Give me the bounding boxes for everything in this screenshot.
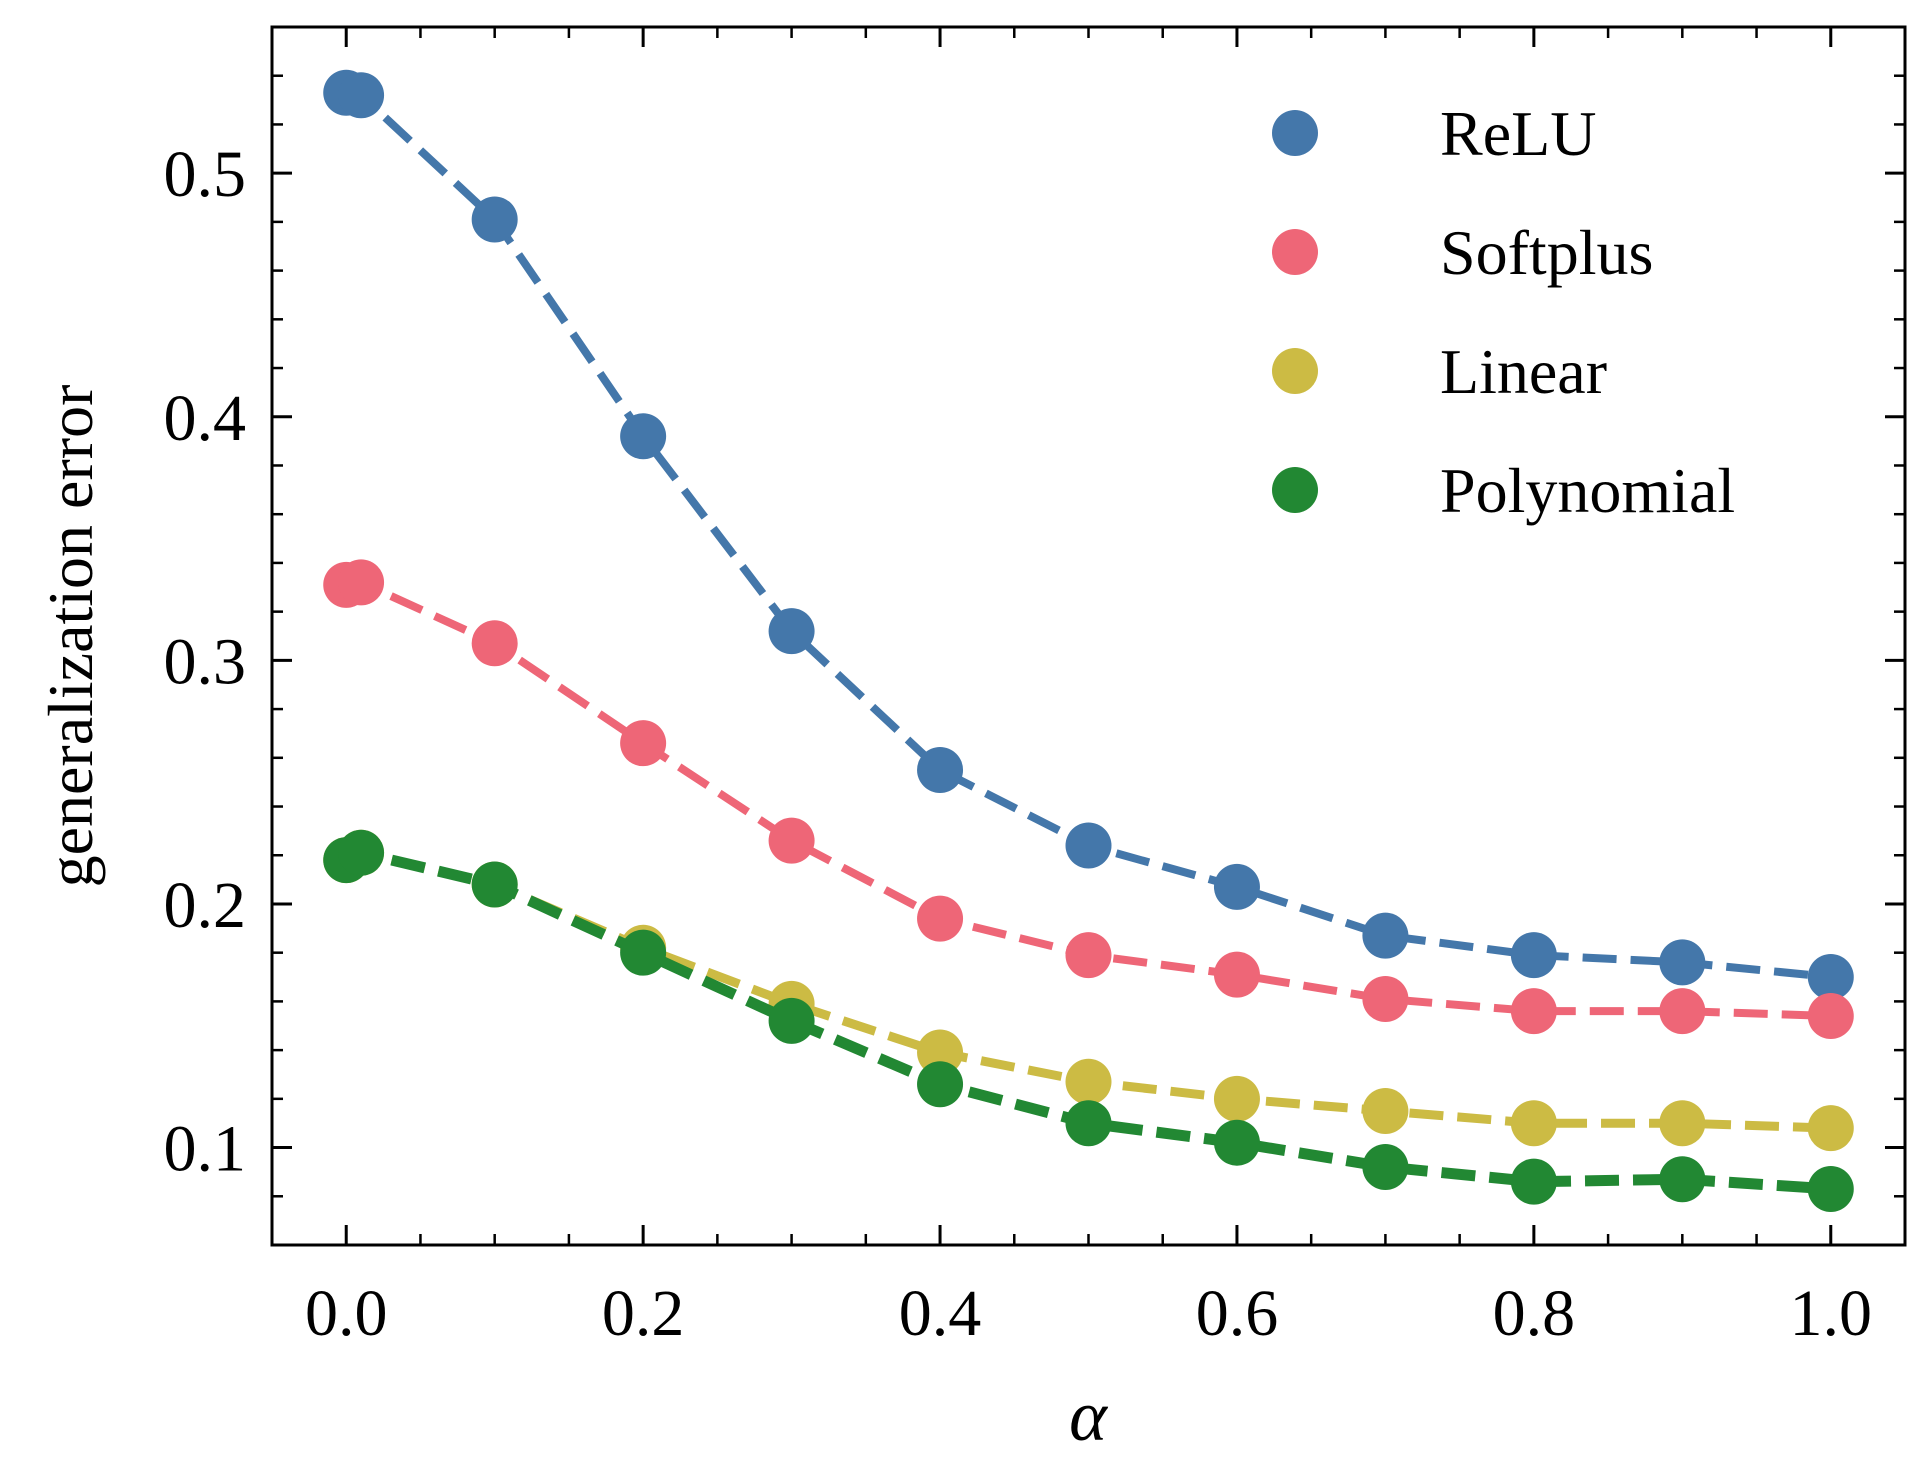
- legend-marker: [1272, 467, 1318, 513]
- y-tick-label: 0.3: [164, 625, 247, 698]
- legend-item-softplus: Softplus: [1272, 217, 1653, 288]
- data-point: [917, 746, 964, 793]
- data-point: [1213, 951, 1260, 998]
- data-point: [338, 72, 385, 119]
- legend-label: Softplus: [1440, 217, 1653, 288]
- legend: ReLU Softplus Linear Polynomial: [1272, 98, 1735, 526]
- data-point: [1213, 1075, 1260, 1122]
- data-point: [471, 861, 518, 908]
- series-line: [344, 848, 1831, 1133]
- data-point: [1659, 1100, 1706, 1147]
- legend-item-linear: Linear: [1272, 336, 1607, 407]
- data-point: [1510, 1100, 1557, 1147]
- y-tick-label: 0.1: [164, 1113, 247, 1186]
- data-point: [1807, 993, 1854, 1040]
- data-point: [1213, 1119, 1260, 1166]
- data-point: [1362, 912, 1409, 959]
- data-point: [1510, 932, 1557, 979]
- y-tick-label: 0.4: [164, 382, 247, 455]
- data-point: [620, 720, 667, 767]
- data-point: [1065, 1058, 1112, 1105]
- data-point: [1362, 1088, 1409, 1135]
- data-point: [1807, 954, 1854, 1001]
- data-point: [1065, 932, 1112, 979]
- data-point: [917, 1029, 964, 1076]
- data-point: [1807, 1105, 1854, 1152]
- y-tick-label: 0.2: [164, 869, 247, 942]
- data-point: [471, 620, 518, 667]
- legend-item-polynomial: Polynomial: [1272, 455, 1735, 526]
- data-point: [471, 196, 518, 243]
- legend-label: Linear: [1440, 336, 1607, 407]
- data-point: [768, 817, 815, 864]
- x-axis-label: α: [1069, 1376, 1108, 1456]
- x-tick-label: 0.2: [602, 1277, 685, 1350]
- y-axis-label: generalization error: [35, 385, 106, 888]
- x-tick-label: 0.4: [899, 1277, 982, 1350]
- data-point: [1659, 1156, 1706, 1203]
- legend-marker: [1272, 110, 1318, 156]
- x-tick-label: 1.0: [1790, 1277, 1873, 1350]
- data-point: [917, 895, 964, 942]
- data-point: [1659, 988, 1706, 1035]
- data-point: [620, 929, 667, 976]
- data-point: [768, 997, 815, 1044]
- x-tick-label: 0.6: [1196, 1277, 1279, 1350]
- legend-label: Polynomial: [1440, 455, 1735, 526]
- data-point: [1362, 1144, 1409, 1191]
- data-point: [620, 413, 667, 460]
- data-point: [1065, 822, 1112, 869]
- data-point: [338, 829, 385, 876]
- data-point: [1659, 939, 1706, 986]
- series-polynomial: [323, 829, 1854, 1212]
- series-softplus: [323, 559, 1854, 1040]
- legend-item-relu: ReLU: [1272, 98, 1596, 169]
- ticks-layer: 0.0 0.2 0.4 0.6 0.8 1.0 0.1 0.2 0.3 0.4 0.5: [164, 25, 1907, 1350]
- series-line: [343, 847, 1832, 1195]
- data-point: [768, 608, 815, 655]
- legend-marker: [1272, 348, 1318, 394]
- data-point: [1510, 1158, 1557, 1205]
- legend-label: ReLU: [1440, 98, 1596, 169]
- data-point: [1065, 1100, 1112, 1147]
- data-point: [1213, 863, 1260, 910]
- x-tick-label: 0.0: [305, 1277, 388, 1350]
- data-point: [1807, 1165, 1854, 1212]
- series-layer: [323, 69, 1854, 1212]
- y-tick-label: 0.5: [164, 138, 247, 211]
- series-line: [345, 88, 1832, 981]
- plot-frame: [270, 25, 1907, 1247]
- data-point: [1510, 988, 1557, 1035]
- series-relu: [323, 69, 1854, 1001]
- x-tick-label: 0.8: [1493, 1277, 1576, 1350]
- data-point: [338, 559, 385, 606]
- legend-marker: [1272, 229, 1318, 275]
- series-line: [345, 578, 1831, 1020]
- data-point: [1362, 975, 1409, 1022]
- data-point: [917, 1061, 964, 1108]
